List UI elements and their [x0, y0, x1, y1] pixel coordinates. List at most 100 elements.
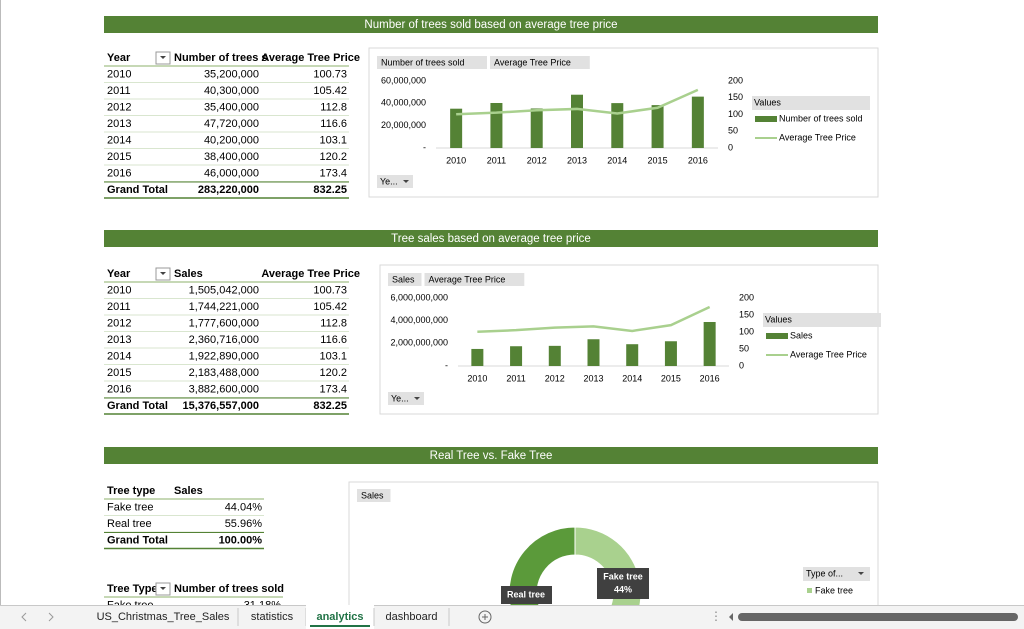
legend-entry: Average Tree Price	[790, 349, 867, 359]
field-button[interactable]	[357, 489, 391, 502]
x-tick-label: 2010	[467, 373, 487, 383]
data-label-box	[597, 568, 649, 599]
table-header: Average Tree Price	[261, 52, 360, 64]
section-title: Number of trees sold based on average tr…	[364, 19, 617, 31]
table-cell: 2011	[107, 301, 131, 313]
table-cell: 3,882,600,000	[189, 383, 259, 395]
total-cell: 832.25	[313, 184, 347, 196]
y2-tick-label: 50	[739, 343, 749, 353]
section-banner	[104, 16, 878, 33]
dropdown-arrow	[160, 56, 166, 59]
table-header: Sales	[174, 485, 203, 497]
data-label-name: Fake tree	[603, 571, 643, 581]
table-cell: 35,200,000	[204, 68, 259, 80]
table-cell: 1,922,890,000	[189, 350, 259, 362]
x-tick-label: 2016	[688, 155, 708, 165]
y-tick-label: 2,000,000,000	[390, 338, 448, 348]
table-cell: 100.73	[313, 68, 347, 80]
dropdown-arrow	[414, 397, 420, 400]
filter-dropdown[interactable]	[388, 392, 424, 405]
legend-swatch	[807, 588, 812, 593]
bar	[664, 341, 677, 366]
scroll-left[interactable]	[21, 612, 27, 622]
total-cell: Grand Total	[107, 400, 168, 412]
data-label-box	[501, 586, 552, 604]
total-cell: 832.25	[313, 400, 347, 412]
scroll-right[interactable]	[48, 612, 54, 622]
dropdown-arrow	[160, 587, 166, 590]
table-cell: 2,183,488,000	[189, 367, 259, 379]
x-tick-label: 2013	[567, 155, 587, 165]
total-cell: 100.00%	[219, 534, 263, 546]
legend-title: Type of...	[806, 568, 843, 578]
legend-entry: Fake tree	[815, 585, 853, 595]
x-tick-label: 2014	[622, 373, 642, 383]
x-tick-label: 2014	[607, 155, 627, 165]
sheet-tab[interactable]: analytics	[316, 611, 363, 623]
sheet-tab[interactable]: dashboard	[386, 611, 438, 623]
table-cell: 103.1	[319, 134, 347, 146]
add-sheet[interactable]	[478, 610, 492, 624]
table-cell: 116.6	[320, 334, 347, 346]
table-header: Tree type	[107, 485, 155, 497]
filter-dropdown[interactable]	[377, 175, 413, 188]
hscroll-left[interactable]	[729, 613, 733, 621]
table-cell: 100.73	[313, 284, 347, 296]
hscroll-thumb[interactable]	[738, 613, 1018, 621]
x-tick-label: 2012	[527, 155, 547, 165]
field-button-label: Average Tree Price	[429, 274, 506, 284]
x-tick-label: 2010	[446, 155, 466, 165]
legend-filter[interactable]	[803, 567, 870, 581]
table-cell: 55.96%	[225, 518, 263, 530]
bar	[611, 103, 624, 148]
y-tick-label: 20,000,000	[381, 120, 426, 130]
table-cell: 120.2	[319, 367, 347, 379]
y-tick-label: 4,000,000,000	[390, 315, 448, 325]
table-cell: 112.8	[320, 101, 347, 113]
x-tick-label: 2013	[583, 373, 603, 383]
field-button[interactable]	[377, 56, 487, 69]
table-cell: 105.42	[313, 301, 347, 313]
dropdown-arrow	[403, 180, 409, 183]
total-cell: 15,376,557,000	[183, 400, 259, 412]
table-header: Sales	[174, 268, 203, 280]
total-cell: Grand Total	[107, 534, 168, 546]
table-cell: 40,300,000	[204, 85, 259, 97]
x-tick-label: 2011	[487, 155, 506, 165]
table-cell: 2016	[107, 383, 131, 395]
field-button-label: Average Tree Price	[494, 57, 571, 67]
sheet-tab[interactable]: US_Christmas_Tree_Sales	[97, 611, 230, 623]
table-cell: 47,720,000	[204, 118, 259, 130]
x-tick-label: 2012	[545, 373, 565, 383]
table-cell: Fake tree	[107, 501, 153, 513]
table-header: Average Tree Price	[261, 268, 360, 280]
section-title: Tree sales based on average tree price	[391, 233, 591, 245]
bar	[490, 102, 503, 148]
table-cell: 112.8	[320, 317, 347, 329]
table-cell: 2014	[107, 134, 131, 146]
legend-entry: Sales	[790, 330, 813, 340]
field-button[interactable]	[424, 273, 525, 286]
field-button[interactable]	[388, 273, 422, 286]
chart-area	[379, 264, 879, 415]
total-cell: 283,220,000	[198, 184, 259, 196]
table-cell: 103.1	[319, 350, 347, 362]
bar	[548, 345, 561, 366]
bar	[587, 339, 600, 366]
table-header: Tree Type	[107, 583, 158, 595]
table-header: Year	[107, 268, 131, 280]
table-cell: 38,400,000	[204, 151, 259, 163]
legend-entry: Number of trees sold	[779, 113, 863, 123]
y2-tick-label: 0	[739, 360, 744, 370]
table-cell: 35,400,000	[204, 101, 259, 113]
x-tick-label: 2015	[648, 155, 668, 165]
bar	[691, 96, 704, 148]
table-cell: 116.6	[320, 118, 347, 130]
filter-label: Ye...	[380, 176, 398, 186]
y2-tick-label: 150	[728, 92, 743, 102]
dropdown-arrow	[858, 572, 864, 575]
field-button[interactable]	[490, 56, 590, 69]
sheet-tab[interactable]: statistics	[251, 611, 294, 623]
table-cell: 105.42	[313, 85, 347, 97]
